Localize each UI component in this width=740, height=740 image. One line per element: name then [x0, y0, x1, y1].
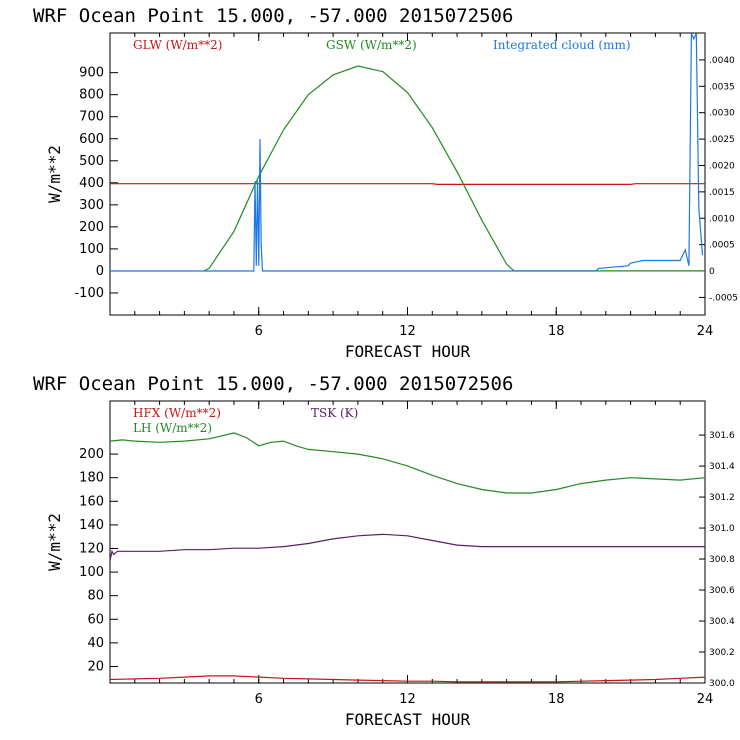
- y2-tick-label: .0005: [709, 241, 735, 251]
- y-tick-label: 180: [79, 471, 104, 486]
- y2-tick-label: .0015: [709, 188, 735, 198]
- x-axis-label: FORECAST HOUR: [345, 710, 471, 729]
- series-line-integrated: [110, 33, 704, 272]
- y-tick-label: 400: [79, 176, 104, 191]
- y-tick-label: 40: [87, 636, 104, 651]
- y-tick-label: 600: [79, 132, 104, 147]
- series-line-tsk: [109, 533, 705, 561]
- x-tick-label: 12: [399, 692, 416, 707]
- x-tick-label: 6: [255, 324, 263, 339]
- y-tick-label: 200: [79, 220, 104, 235]
- plot-frame: [109, 400, 706, 684]
- legend-tsk: TSK (K): [311, 406, 358, 420]
- x-tick-label: 6: [255, 692, 263, 707]
- y2-tick-label: .0040: [709, 56, 735, 66]
- series-line-glw: [110, 183, 705, 185]
- y2-tick-label: -.0005: [709, 293, 738, 303]
- y-tick-label: 100: [79, 565, 104, 580]
- x-tick-label: 12: [399, 324, 416, 339]
- series-line-lh: [109, 432, 706, 494]
- y-tick-label: 120: [79, 541, 104, 556]
- y-tick-label: -100: [74, 286, 104, 301]
- legend-lh: LH (W/m**2): [133, 421, 212, 435]
- y2-tick-label: 301.4: [709, 462, 735, 472]
- y-axis-label: W/m**2: [45, 145, 64, 203]
- chart-title: WRF Ocean Point 15.000, -57.000 20150725…: [33, 373, 513, 395]
- chart-title: WRF Ocean Point 15.000, -57.000 20150725…: [33, 5, 513, 27]
- y-tick-label: 700: [79, 110, 104, 125]
- legend-integrated: Integrated cloud (mm): [493, 38, 631, 52]
- y-tick-label: 20: [87, 659, 104, 674]
- y-tick-label: 160: [79, 494, 104, 509]
- y2-tick-label: 301.0: [709, 524, 735, 534]
- series-line-gsw: [203, 65, 705, 272]
- x-tick-label: 24: [697, 692, 714, 707]
- y-tick-label: 200: [79, 447, 104, 462]
- y2-tick-label: .0030: [709, 109, 735, 119]
- legend-hfx: HFX (W/m**2): [133, 406, 221, 420]
- y2-tick-label: 300.2: [709, 648, 735, 658]
- y2-tick-label: 300.8: [709, 555, 735, 565]
- y2-tick-label: 0: [709, 267, 715, 277]
- top-chart-panel: WRF Ocean Point 15.000, -57.000 20150725…: [33, 5, 738, 361]
- legend-gsw: GSW (W/m**2): [326, 38, 417, 52]
- y-tick-label: 500: [79, 154, 104, 169]
- y-tick-label: 900: [79, 66, 104, 81]
- series-line-hfx: [109, 675, 706, 683]
- y-tick-label: 140: [79, 518, 104, 533]
- y2-tick-label: .0035: [709, 82, 735, 92]
- y-tick-label: 800: [79, 88, 104, 103]
- y2-tick-label: 300.4: [709, 617, 735, 627]
- y2-tick-label: .0010: [709, 214, 735, 224]
- x-axis-label: FORECAST HOUR: [345, 342, 471, 361]
- x-tick-label: 18: [548, 324, 565, 339]
- y-tick-label: 80: [87, 589, 104, 604]
- bottom-chart-panel: WRF Ocean Point 15.000, -57.000 20150725…: [33, 373, 735, 729]
- plot-frame: [109, 32, 706, 316]
- y-tick-label: 60: [87, 612, 104, 627]
- x-tick-label: 18: [548, 692, 565, 707]
- y2-tick-label: 300.0: [709, 679, 735, 689]
- y-tick-label: 300: [79, 198, 104, 213]
- y2-tick-label: .0025: [709, 135, 735, 145]
- y2-tick-label: 301.2: [709, 493, 735, 503]
- x-tick-label: 24: [697, 324, 714, 339]
- y2-tick-label: .0020: [709, 161, 735, 171]
- y2-tick-label: 301.6: [709, 431, 735, 441]
- y-tick-label: 0: [96, 264, 104, 279]
- y-axis-label: W/m**2: [45, 513, 64, 571]
- y-tick-label: 100: [79, 242, 104, 257]
- y2-tick-label: 300.6: [709, 586, 735, 596]
- legend-glw: GLW (W/m**2): [133, 38, 222, 52]
